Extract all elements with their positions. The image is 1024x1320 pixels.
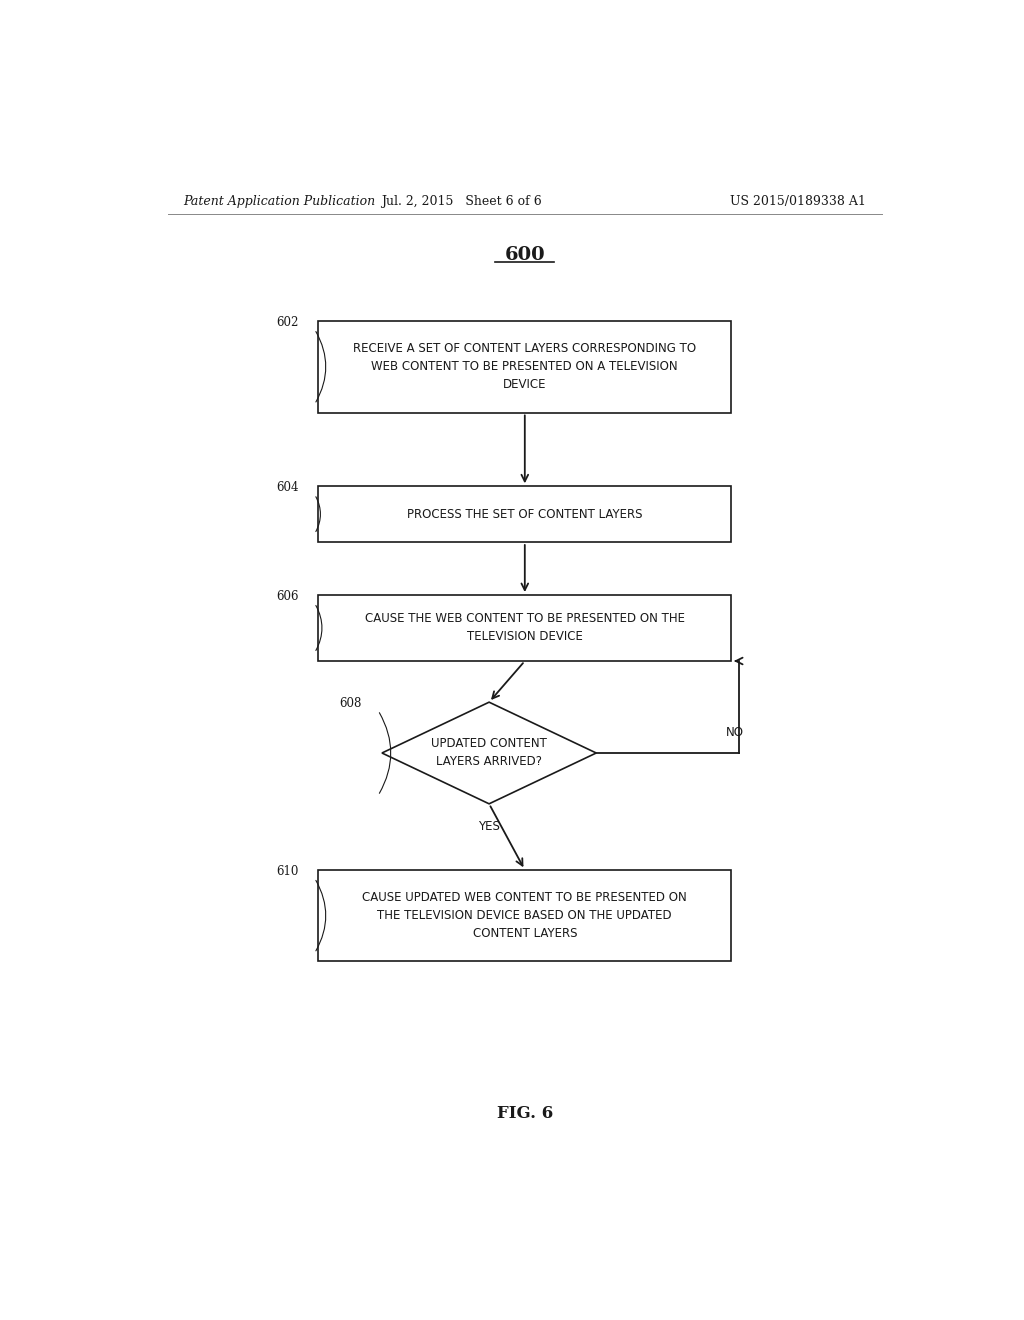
Text: 600: 600: [505, 246, 545, 264]
Text: FIG. 6: FIG. 6: [497, 1105, 553, 1122]
Text: 610: 610: [276, 865, 299, 878]
Text: CAUSE UPDATED WEB CONTENT TO BE PRESENTED ON
THE TELEVISION DEVICE BASED ON THE : CAUSE UPDATED WEB CONTENT TO BE PRESENTE…: [362, 891, 687, 940]
Text: RECEIVE A SET OF CONTENT LAYERS CORRESPONDING TO
WEB CONTENT TO BE PRESENTED ON : RECEIVE A SET OF CONTENT LAYERS CORRESPO…: [353, 342, 696, 391]
Text: Jul. 2, 2015   Sheet 6 of 6: Jul. 2, 2015 Sheet 6 of 6: [381, 194, 542, 207]
FancyBboxPatch shape: [318, 486, 731, 543]
Text: 608: 608: [340, 697, 362, 710]
Polygon shape: [382, 702, 596, 804]
Text: UPDATED CONTENT
LAYERS ARRIVED?: UPDATED CONTENT LAYERS ARRIVED?: [431, 738, 547, 768]
Text: 602: 602: [276, 315, 299, 329]
Text: Patent Application Publication: Patent Application Publication: [183, 194, 376, 207]
Text: 606: 606: [276, 590, 299, 603]
Text: YES: YES: [478, 820, 500, 833]
Text: PROCESS THE SET OF CONTENT LAYERS: PROCESS THE SET OF CONTENT LAYERS: [408, 508, 642, 520]
FancyBboxPatch shape: [318, 595, 731, 661]
Text: CAUSE THE WEB CONTENT TO BE PRESENTED ON THE
TELEVISION DEVICE: CAUSE THE WEB CONTENT TO BE PRESENTED ON…: [365, 612, 685, 643]
Text: NO: NO: [726, 726, 744, 739]
FancyBboxPatch shape: [318, 321, 731, 412]
Text: US 2015/0189338 A1: US 2015/0189338 A1: [730, 194, 866, 207]
Text: 604: 604: [276, 480, 299, 494]
FancyBboxPatch shape: [318, 870, 731, 961]
